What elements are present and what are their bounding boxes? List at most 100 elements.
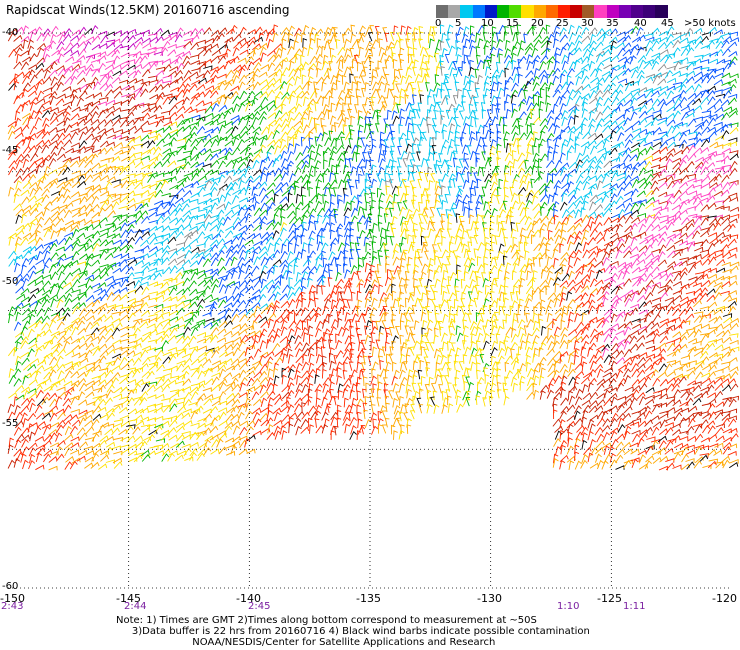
wind-barb — [195, 269, 206, 275]
wind-barb — [447, 31, 452, 42]
wind-barb — [77, 302, 87, 310]
wind-barb — [709, 237, 719, 244]
wind-barb — [217, 81, 226, 91]
wind-barb — [147, 130, 158, 135]
wind-barb — [272, 333, 281, 343]
wind-barb — [568, 61, 577, 71]
wind-barb — [678, 72, 688, 78]
wind-barb — [485, 66, 491, 76]
wind-barb — [231, 308, 240, 317]
wind-barb — [567, 52, 574, 62]
wind-barb — [42, 207, 50, 217]
wind-barb — [596, 248, 603, 258]
wind-barb — [714, 253, 724, 259]
wind-barb — [449, 202, 457, 212]
wind-barb — [531, 102, 540, 112]
wind-barb — [622, 163, 633, 169]
wind-barb — [253, 200, 260, 211]
wind-barb — [126, 138, 136, 147]
wind-barb — [680, 47, 689, 57]
wind-barb — [367, 174, 373, 184]
wind-barb — [434, 74, 440, 84]
wind-barb — [204, 169, 214, 176]
wind-barb — [302, 37, 308, 48]
wind-barb — [389, 207, 394, 218]
wind-barb — [463, 270, 469, 281]
wind-barb — [699, 306, 709, 311]
wind-barb — [652, 113, 662, 120]
wind-barb — [176, 105, 186, 114]
wind-barb — [190, 168, 200, 175]
wind-barb — [223, 302, 233, 309]
wind-barb — [554, 271, 562, 281]
wind-barb — [231, 323, 242, 330]
wind-barb — [652, 313, 661, 323]
wind-barb — [323, 186, 330, 197]
wind-barb — [14, 273, 23, 282]
wind-barb — [538, 242, 547, 252]
wind-barb — [644, 121, 654, 128]
wind-barb — [168, 70, 178, 78]
wind-barb — [251, 301, 261, 310]
wind-barb — [502, 255, 508, 266]
wind-barb — [287, 164, 292, 174]
wind-barb — [205, 77, 215, 84]
wind-barb — [347, 108, 352, 119]
wind-barb — [601, 70, 611, 77]
wind-barb — [30, 152, 39, 162]
wind-barb — [560, 166, 568, 176]
wind-barb — [687, 280, 698, 287]
wind-barb — [307, 80, 313, 91]
wind-barb — [360, 75, 366, 85]
wind-barb — [400, 25, 406, 35]
wind-barb — [714, 144, 724, 149]
wind-barb — [35, 62, 45, 71]
wind-barb — [552, 208, 559, 219]
wind-barb — [721, 147, 732, 154]
wind-barb — [455, 194, 462, 204]
wind-barb — [307, 277, 313, 288]
wind-barb — [727, 290, 738, 296]
wind-barb — [8, 48, 17, 58]
wind-barb — [393, 39, 401, 49]
wind-barb — [376, 115, 382, 125]
wind-barb — [502, 124, 508, 134]
wind-barb — [638, 245, 648, 253]
wind-barb — [337, 194, 342, 205]
wind-barb — [71, 207, 81, 213]
wind-barb — [287, 311, 293, 322]
wind-barb — [293, 120, 303, 128]
wind-barb — [41, 264, 49, 274]
wind-barb — [722, 268, 732, 274]
wind-barb — [309, 90, 318, 100]
wind-barb — [281, 238, 290, 247]
wind-barb — [566, 264, 573, 275]
wind-barb — [8, 160, 17, 169]
wind-barb — [140, 88, 149, 97]
wind-barb — [148, 267, 158, 273]
wind-barb — [175, 224, 185, 232]
wind-barb — [315, 353, 323, 364]
wind-barb — [265, 222, 275, 231]
wind-barb — [652, 141, 662, 148]
wind-barb — [62, 33, 72, 42]
wind-barb — [155, 215, 164, 224]
wind-barb — [441, 32, 447, 43]
wind-barb — [351, 291, 356, 302]
wind-barb — [559, 280, 569, 288]
wind-barb — [343, 151, 348, 161]
wind-barb — [84, 223, 94, 231]
wind-barb — [721, 234, 731, 239]
wind-barb — [441, 332, 448, 342]
wind-barb — [350, 264, 358, 275]
wind-barb — [320, 117, 325, 128]
wind-barb — [111, 49, 120, 58]
wind-barb — [601, 89, 611, 98]
wind-barb — [589, 287, 599, 296]
wind-barb — [315, 45, 323, 55]
wind-barb — [436, 242, 442, 252]
wind-barb — [196, 223, 206, 232]
wind-barb — [364, 306, 372, 316]
wind-barb — [637, 138, 647, 147]
wind-barb — [369, 206, 375, 216]
